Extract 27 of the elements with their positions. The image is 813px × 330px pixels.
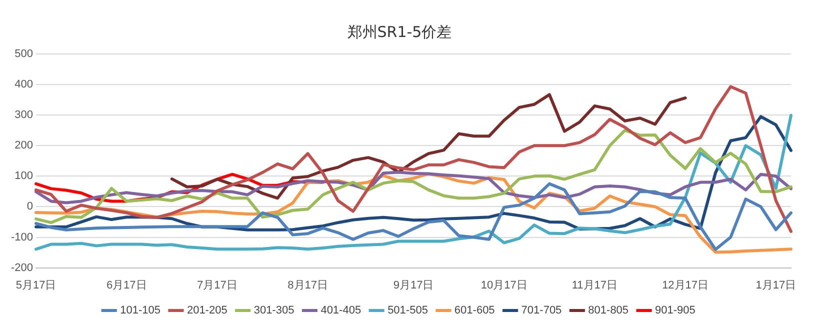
legend-label: 901-905	[655, 304, 696, 317]
y-tick-label: 300	[14, 109, 34, 122]
x-tick-label: 7月17日	[197, 279, 238, 292]
legend-label: 101-105	[120, 304, 160, 317]
x-tick-label: 10月17日	[480, 279, 528, 292]
y-tick-label: -200	[10, 262, 34, 274]
legend-label: 801-805	[588, 304, 629, 317]
x-tick-label: 1月17日	[756, 279, 796, 292]
chart-title: 郑州SR1-5价差	[347, 22, 452, 41]
x-tick-label: 12月17日	[662, 279, 709, 292]
legend-label: 701-705	[521, 304, 562, 317]
legend-label: 401-405	[320, 304, 362, 317]
x-tick-label: 6月17日	[106, 279, 147, 292]
y-tick-label: 100	[14, 170, 34, 182]
legend-label: 601-605	[454, 304, 495, 317]
y-tick-label: 200	[14, 140, 34, 152]
x-tick-label: 11月17日	[572, 279, 618, 292]
x-tick-label: 9月17日	[393, 279, 434, 292]
y-tick-label: -100	[10, 231, 34, 244]
x-tick-label: 8月17日	[288, 279, 328, 292]
x-tick-label: 5月17日	[16, 279, 56, 292]
legend-label: 501-505	[388, 304, 428, 317]
y-tick-label: 400	[14, 78, 34, 91]
y-tick-label: 500	[14, 48, 34, 60]
legend-label: 301-305	[254, 304, 294, 317]
y-tick-label: 0	[26, 200, 34, 213]
legend-label: 201-205	[186, 304, 228, 317]
